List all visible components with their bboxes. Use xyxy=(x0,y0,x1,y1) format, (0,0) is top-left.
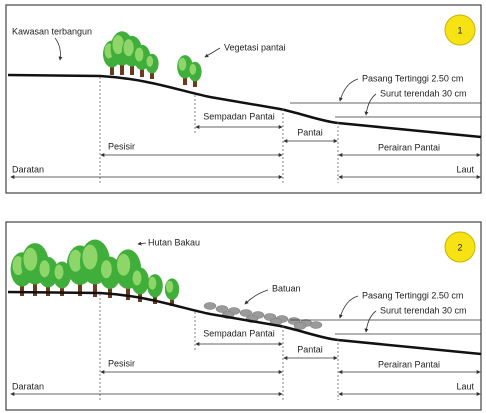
tree-crown-light xyxy=(190,64,197,75)
zone-label: Sempadan Pantai xyxy=(203,328,275,338)
zone-label: Pantai xyxy=(297,127,323,137)
zone-label: Sempadan Pantai xyxy=(203,111,275,121)
diagram: 1 Kawasan terbangun Vegetasi pantai Pasang … xyxy=(0,0,486,413)
tree-crown-light xyxy=(40,260,50,277)
callout-label: Batuan xyxy=(272,283,301,293)
callout-label: Kawasan terbangun xyxy=(12,26,92,36)
rock xyxy=(310,322,322,329)
zone-label: Pantai xyxy=(297,344,323,354)
tree-crown-light xyxy=(166,281,173,293)
zone-label: Daratan xyxy=(12,164,44,174)
tree-crown-light xyxy=(179,58,187,71)
water-label: Pasang Tertinggi 2.50 cm xyxy=(362,290,463,300)
page: 1 Kawasan terbangun Vegetasi pantai Pasang … xyxy=(0,0,486,413)
zone-label: Perairan Pantai xyxy=(378,142,440,152)
panel-number: 1 xyxy=(457,25,462,35)
zone-label: Perairan Pantai xyxy=(378,359,440,369)
tree-crown-light xyxy=(55,265,64,280)
tree-crown-light xyxy=(149,277,157,290)
zone-label: Laut xyxy=(456,164,474,174)
callout-label: Hutan Bakau xyxy=(148,237,200,247)
tree-crown-light xyxy=(135,48,143,62)
zone-label: Pesisir xyxy=(108,358,135,368)
water-label: Pasang Tertinggi 2.50 cm xyxy=(362,73,463,83)
panel: 2 Hutan Bakau Batuan Pasang Tertinggi 2.50 … xyxy=(6,222,481,410)
rock xyxy=(294,323,306,330)
tree-crown-light xyxy=(117,254,130,276)
tree-crown-light xyxy=(147,56,154,67)
tree-crown-light xyxy=(133,271,142,286)
water-label: Surut terendah 30 cm xyxy=(380,305,467,315)
panel-number: 2 xyxy=(457,242,462,252)
tree-crown-light xyxy=(24,248,38,271)
panel: 1 Kawasan terbangun Vegetasi pantai Pasang … xyxy=(6,5,481,193)
callout-label: Vegetasi pantai xyxy=(224,42,286,52)
zone-label: Pesisir xyxy=(108,141,135,151)
tree-crown-light xyxy=(101,260,112,278)
zone-label: Daratan xyxy=(12,381,44,391)
tree-crown-light xyxy=(83,245,98,270)
zone-label: Laut xyxy=(456,381,474,391)
tree-crown-light xyxy=(124,39,134,56)
water-label: Surut terendah 30 cm xyxy=(380,88,467,98)
rock xyxy=(204,303,216,310)
